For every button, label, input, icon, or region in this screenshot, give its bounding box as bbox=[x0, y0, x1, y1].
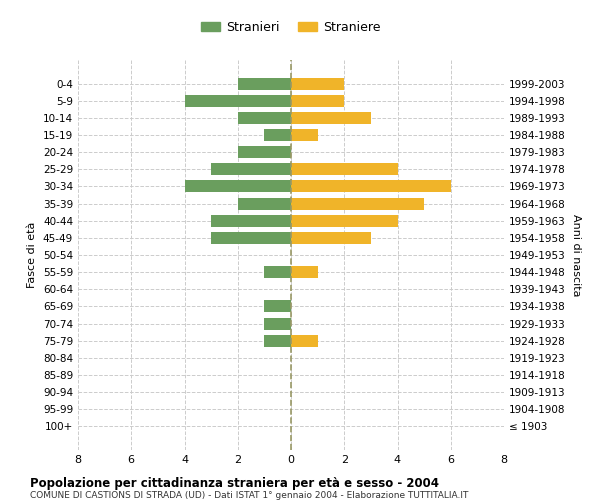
Bar bbox=[265, 334, 291, 346]
Bar bbox=[185, 180, 291, 192]
Bar bbox=[291, 198, 424, 209]
Bar bbox=[211, 232, 291, 244]
Bar bbox=[185, 95, 291, 107]
Bar bbox=[291, 266, 317, 278]
Bar bbox=[291, 214, 398, 226]
Text: COMUNE DI CASTIONS DI STRADA (UD) - Dati ISTAT 1° gennaio 2004 - Elaborazione TU: COMUNE DI CASTIONS DI STRADA (UD) - Dati… bbox=[30, 491, 469, 500]
Legend: Stranieri, Straniere: Stranieri, Straniere bbox=[196, 16, 386, 38]
Bar bbox=[291, 78, 344, 90]
Bar bbox=[265, 266, 291, 278]
Bar bbox=[265, 129, 291, 141]
Bar bbox=[211, 214, 291, 226]
Bar bbox=[291, 232, 371, 244]
Bar bbox=[238, 198, 291, 209]
Bar bbox=[238, 146, 291, 158]
Bar bbox=[291, 164, 398, 175]
Bar bbox=[291, 180, 451, 192]
Bar bbox=[238, 78, 291, 90]
Bar bbox=[291, 95, 344, 107]
Bar bbox=[265, 300, 291, 312]
Y-axis label: Anni di nascita: Anni di nascita bbox=[571, 214, 581, 296]
Bar bbox=[291, 112, 371, 124]
Bar bbox=[265, 318, 291, 330]
Bar bbox=[291, 334, 317, 346]
Y-axis label: Fasce di età: Fasce di età bbox=[28, 222, 37, 288]
Bar bbox=[291, 129, 317, 141]
Text: Popolazione per cittadinanza straniera per età e sesso - 2004: Popolazione per cittadinanza straniera p… bbox=[30, 478, 439, 490]
Bar bbox=[238, 112, 291, 124]
Bar bbox=[211, 164, 291, 175]
